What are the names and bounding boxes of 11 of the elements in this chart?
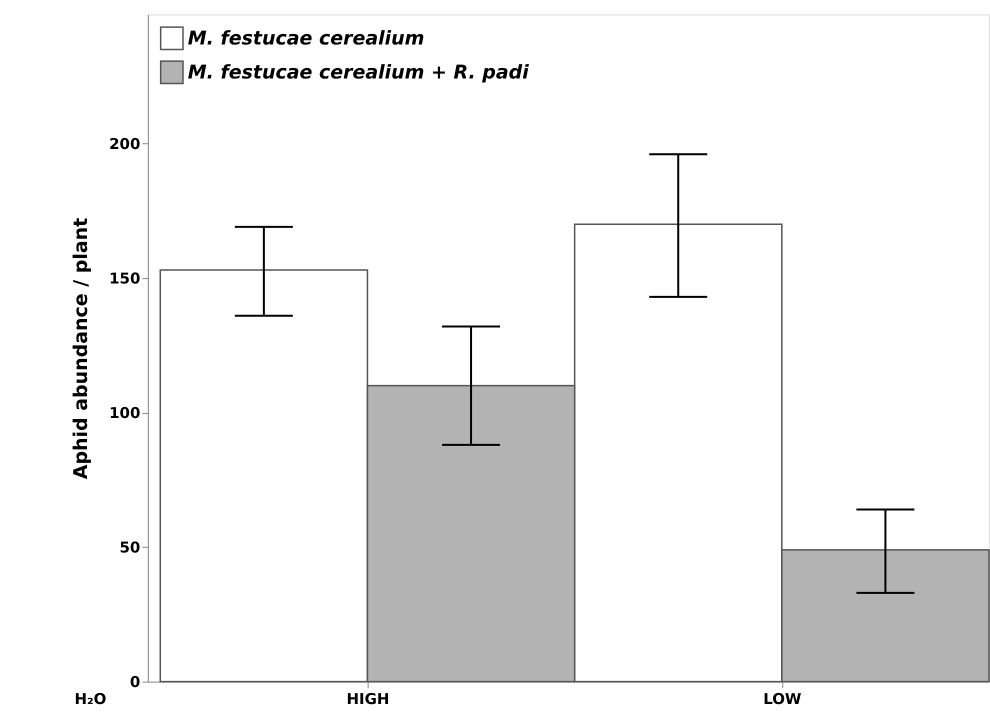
legend-label: M. festucae cerealium [188, 27, 424, 50]
y-tick-label: 150 [109, 270, 140, 288]
y-tick-label: 0 [130, 673, 140, 692]
y-axis-title: Aphid abundance / plant [70, 218, 92, 480]
x-tick-label: HIGH [346, 690, 390, 708]
legend-label: M. festucae cerealium + R. padi [188, 61, 530, 84]
y-tick-label: 100 [109, 404, 140, 422]
y-tick-label: 200 [109, 135, 140, 153]
x-tick-label: LOW [763, 690, 802, 708]
y-tick-label: 50 [120, 538, 140, 557]
x-axis-title: H₂O [74, 690, 106, 708]
